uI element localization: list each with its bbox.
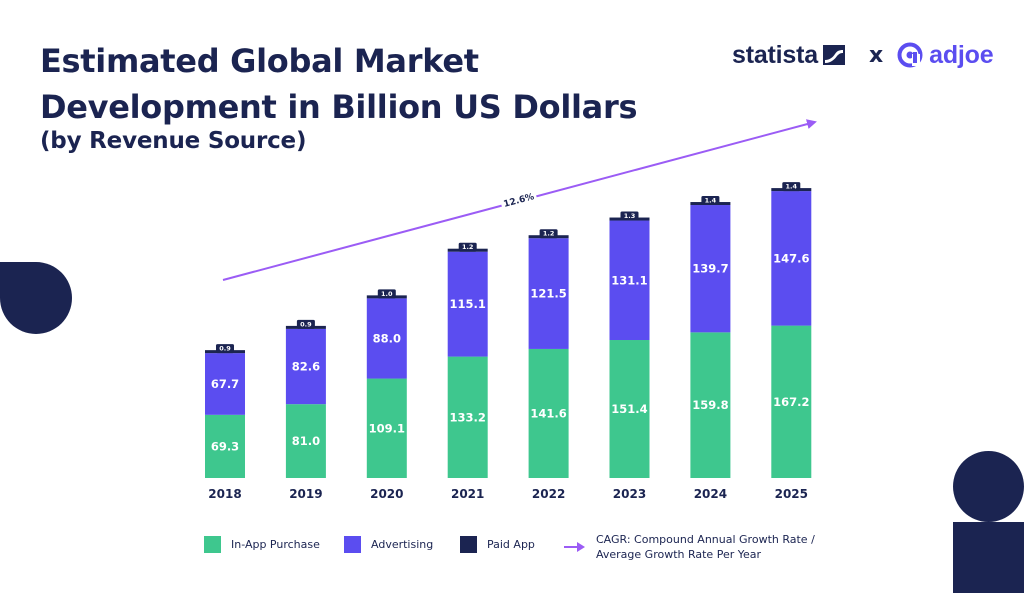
legend-item-paid-app: Paid App — [460, 536, 535, 553]
legend-label-paid-app: Paid App — [487, 538, 535, 551]
data-label-in-app-2018: 69.3 — [211, 439, 239, 453]
page-title: Estimated Global Market Development in B… — [40, 38, 638, 130]
data-label-in-app-2025: 167.2 — [773, 395, 809, 409]
statista-logo-icon — [822, 45, 845, 65]
data-label-in-app-2021: 133.2 — [450, 410, 486, 424]
data-label-bg-paid-app-2022 — [539, 229, 558, 239]
data-label-paid-app-2020: 1.0 — [381, 290, 393, 298]
x-tick-label-2023: 2023 — [613, 487, 646, 501]
data-label-bg-paid-app-2023 — [620, 211, 639, 221]
bar-segment-in-app-2019 — [285, 404, 326, 478]
data-label-bg-paid-app-2021 — [458, 242, 477, 252]
data-label-bg-paid-app-2018 — [216, 344, 234, 354]
data-label-in-app-2022: 141.6 — [530, 406, 566, 420]
bar-segment-advertising-2018 — [205, 353, 245, 415]
bar-group-2022: 141.6 121.5 1.2 — [528, 229, 569, 478]
bar-segment-advertising-2020 — [366, 298, 407, 379]
bar-group-2024: 159.8 139.7 1.4 — [690, 196, 731, 478]
legend-item-advertising: Advertising — [344, 536, 433, 553]
legend-item-in-app: In-App Purchase — [204, 536, 320, 553]
cagr-label-background — [499, 188, 538, 210]
data-label-paid-app-2018: 0.9 — [219, 345, 231, 353]
x-tick-label-2020: 2020 — [370, 487, 403, 501]
bar-segment-advertising-2023 — [609, 220, 650, 341]
bar-segment-in-app-2024 — [690, 332, 731, 478]
page-subtitle: (by Revenue Source) — [40, 128, 307, 154]
bar-segment-in-app-2023 — [609, 340, 650, 478]
bar-group-2021: 133.2 115.1 1.2 — [447, 242, 488, 478]
bar-group-2018: 69.3 67.7 0.9 — [205, 344, 245, 478]
decorative-rect-right — [953, 522, 1024, 593]
bar-segment-advertising-2024 — [690, 205, 731, 333]
bar-segment-advertising-2019 — [285, 328, 326, 405]
legend-cagr-line-1: CAGR: Compound Annual Growth Rate / — [596, 533, 815, 546]
bar-segment-advertising-2022 — [528, 238, 569, 349]
legend-cagr-line-2: Average Growth Rate Per Year — [596, 548, 762, 561]
statista-logo-text: statista — [732, 40, 818, 69]
brand-logos: statista x adjoe — [732, 38, 994, 72]
data-label-advertising-2025: 147.6 — [773, 251, 809, 265]
data-label-in-app-2020: 109.1 — [369, 421, 405, 435]
data-label-in-app-2019: 81.0 — [292, 434, 320, 448]
bar-segment-in-app-2018 — [205, 414, 245, 478]
bar-segment-in-app-2022 — [528, 348, 569, 478]
data-label-bg-paid-app-2020 — [377, 289, 396, 299]
legend-cagr-text: CAGR: Compound Annual Growth Rate / Aver… — [596, 532, 815, 562]
data-label-paid-app-2019: 0.9 — [300, 320, 312, 328]
adjoe-logo-text: adjoe — [929, 40, 994, 69]
adjoe-logo-icon — [897, 42, 923, 68]
data-label-in-app-2024: 159.8 — [692, 398, 728, 412]
x-tick-label-2025: 2025 — [775, 487, 808, 501]
data-label-bg-paid-app-2025 — [782, 182, 801, 192]
bar-segment-advertising-2021 — [447, 251, 488, 357]
legend-swatch-in-app — [204, 536, 221, 553]
data-label-advertising-2019: 82.6 — [292, 360, 320, 374]
bar-group-2020: 109.1 88.0 1.0 — [366, 289, 407, 478]
x-tick-label-2024: 2024 — [694, 487, 727, 501]
data-label-advertising-2018: 67.7 — [211, 377, 239, 391]
data-label-paid-app-2021: 1.2 — [462, 243, 474, 251]
data-label-bg-paid-app-2019 — [296, 319, 315, 329]
legend-label-in-app: In-App Purchase — [231, 538, 320, 551]
brand-separator: x — [868, 42, 884, 68]
legend-label-advertising: Advertising — [371, 538, 434, 551]
legend-swatch-paid-app — [460, 536, 477, 553]
bar-segment-in-app-2021 — [447, 356, 488, 478]
bar-segment-in-app-2025 — [771, 325, 812, 478]
bar-group-2019: 81.0 82.6 0.9 — [285, 319, 326, 478]
x-tick-label-2019: 2019 — [289, 487, 322, 501]
data-label-advertising-2022: 121.5 — [530, 287, 566, 301]
legend-swatch-advertising — [344, 536, 361, 553]
data-label-paid-app-2025: 1.4 — [786, 183, 798, 191]
x-tick-label-2018: 2018 — [208, 487, 241, 501]
data-label-advertising-2021: 115.1 — [450, 297, 486, 311]
data-label-paid-app-2024: 1.4 — [705, 197, 717, 205]
legend-item-cagr: CAGR: Compound Annual Growth Rate / Aver… — [564, 532, 815, 562]
bar-group-2023: 151.4 131.1 1.3 — [609, 211, 650, 478]
data-label-paid-app-2022: 1.2 — [543, 230, 555, 238]
decorative-shape-left — [0, 262, 72, 334]
decorative-circle-right — [953, 451, 1024, 522]
x-tick-label-2021: 2021 — [451, 487, 484, 501]
title-line-1: Estimated Global Market — [40, 42, 479, 80]
data-label-advertising-2020: 88.0 — [373, 331, 401, 345]
data-label-advertising-2023: 131.1 — [611, 273, 647, 287]
x-tick-label-2022: 2022 — [532, 487, 565, 501]
legend-arrow-icon — [564, 542, 585, 552]
data-label-paid-app-2023: 1.3 — [624, 212, 636, 220]
data-label-in-app-2023: 151.4 — [611, 402, 647, 416]
title-line-2: Development in Billion US Dollars — [40, 88, 638, 126]
bar-segment-advertising-2025 — [771, 191, 812, 326]
bar-group-2025: 167.2 147.6 1.4 — [771, 182, 812, 478]
data-label-advertising-2024: 139.7 — [692, 262, 728, 276]
data-label-bg-paid-app-2024 — [701, 196, 720, 206]
bar-segment-in-app-2020 — [366, 378, 407, 478]
